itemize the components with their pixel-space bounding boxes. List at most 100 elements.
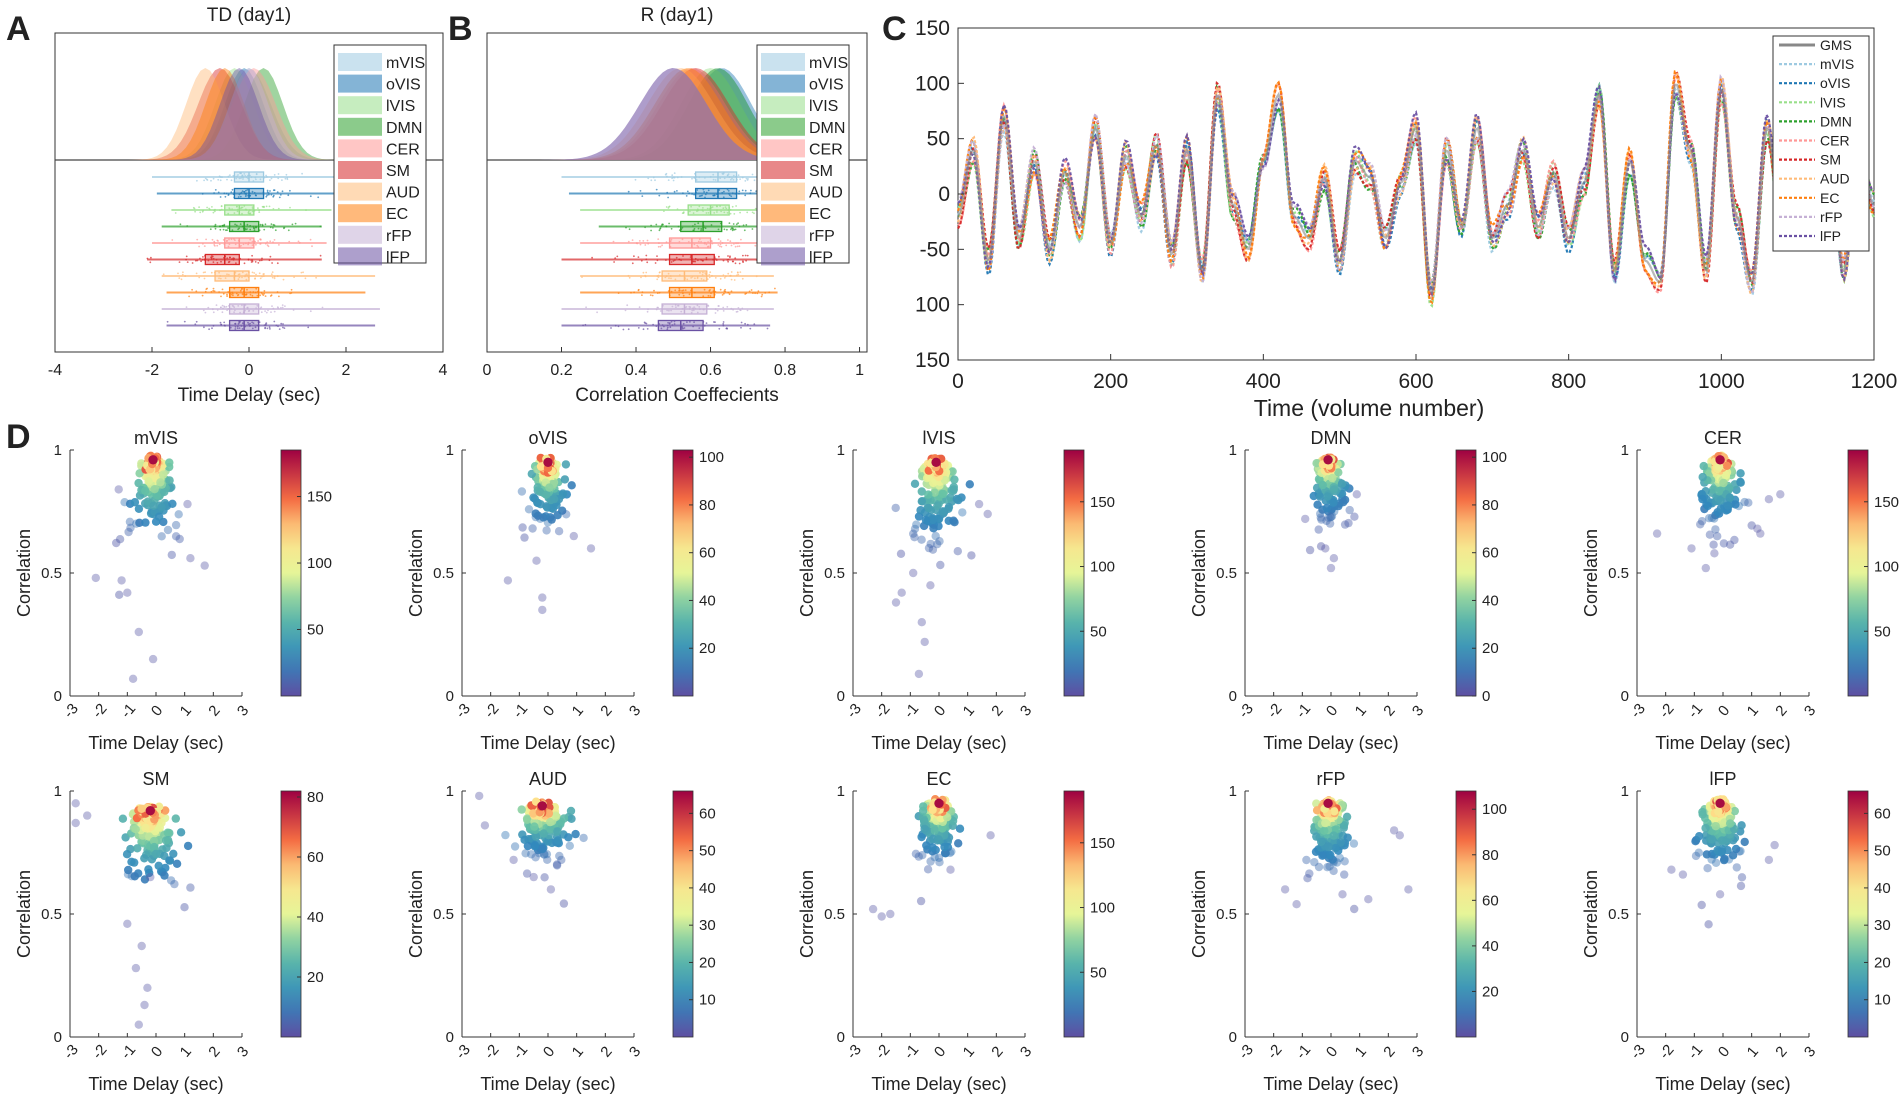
rain-point: [246, 188, 249, 191]
rain-point: [216, 261, 219, 264]
rain-point: [626, 304, 629, 307]
rain-point: [690, 311, 693, 314]
x-tick-label: 0: [540, 1043, 558, 1060]
rain-point: [255, 273, 257, 276]
rain-point: [716, 211, 718, 213]
hex-bin: [1736, 478, 1745, 487]
colorbar-tick-label: 100: [1482, 449, 1507, 466]
rain-point: [220, 205, 223, 207]
legend-label-lVIS: lVIS: [809, 98, 838, 115]
rain-point: [263, 228, 266, 231]
hex-bin: [540, 873, 549, 882]
hex-bin-outlier: [131, 963, 141, 973]
rain-point: [237, 322, 240, 325]
hex-bin: [543, 855, 552, 864]
x-tick-label: 2: [1772, 702, 1790, 719]
rain-point: [740, 238, 742, 241]
rain-point: [234, 322, 237, 325]
hex-bin: [539, 829, 548, 838]
rain-point: [718, 255, 720, 258]
legend: mVIS oVIS lVIS DMN CER SM AUD EC rFP lFP: [756, 44, 850, 266]
plot-title: lFP: [1710, 769, 1737, 789]
hex-bin: [1318, 851, 1327, 860]
hex-bin-outlier: [1687, 544, 1696, 553]
hex-bin: [501, 830, 510, 840]
rain-point: [722, 196, 725, 199]
legend-swatch-oVIS: [338, 74, 382, 93]
rain-point: [270, 273, 273, 276]
y-tick-label: 0: [1229, 1029, 1237, 1046]
hex-bin: [921, 515, 931, 525]
rain-point: [751, 173, 754, 176]
x-tick-label: 1: [177, 702, 195, 719]
rain-point: [199, 211, 202, 214]
rain-point: [212, 177, 215, 180]
hex-bin: [166, 876, 176, 885]
hex-bin: [923, 865, 933, 874]
hex-bin-peak: [543, 457, 553, 467]
colorbar-tick-label: 50: [1090, 964, 1107, 981]
hex-bin-outlier: [140, 1000, 149, 1010]
rain-point: [744, 194, 747, 197]
series-CER: [957, 75, 1875, 301]
rain-point: [272, 189, 275, 192]
hex-bin: [552, 860, 562, 869]
hex-bin: [567, 814, 576, 823]
rain-point: [214, 245, 216, 247]
plot-title: rFP: [1317, 769, 1346, 789]
series-SM: [957, 71, 1876, 297]
hex-bin: [135, 518, 144, 527]
rain-point: [681, 212, 684, 215]
rain-point: [689, 256, 692, 258]
rain-point: [674, 278, 677, 281]
rain-lVIS: [580, 204, 778, 216]
hex-bin: [175, 534, 184, 544]
hex-bin: [920, 824, 929, 834]
rain-point: [654, 262, 657, 264]
y-tick-label: 0: [938, 183, 950, 206]
hex-bin: [1327, 512, 1337, 521]
x-tick-label: 2: [1380, 1043, 1398, 1060]
rain-point: [738, 190, 741, 193]
hex-bin: [1314, 525, 1323, 534]
rain-point: [307, 326, 310, 329]
rain-point: [178, 261, 181, 263]
panel-C: 0 200 400 600 800 1000 1200 150 100 50 0 -50 100 150 T…: [915, 17, 1897, 421]
rain-point: [209, 228, 212, 231]
rain-point: [717, 228, 720, 231]
rain-point: [277, 173, 280, 175]
rain-point: [732, 260, 735, 263]
rain-point: [194, 210, 197, 213]
hex-bin: [159, 470, 168, 479]
rain-point: [262, 273, 265, 275]
rain-point: [668, 322, 671, 325]
rain-point: [264, 326, 267, 329]
hex-bin: [1328, 473, 1337, 483]
x-axis-label: Time (volume number): [1254, 395, 1484, 421]
hex-bin: [944, 502, 954, 512]
rain-point: [270, 311, 272, 313]
rain-point: [703, 191, 705, 193]
hex-bin: [930, 488, 939, 497]
rain-point: [221, 311, 224, 314]
hex-bin: [1324, 842, 1333, 851]
rain-point: [263, 205, 265, 208]
rain-point: [739, 178, 741, 181]
rain-point: [211, 206, 213, 208]
rain-point: [229, 174, 231, 177]
hex-bin: [579, 833, 588, 843]
rain-point: [281, 306, 284, 309]
x-tick-label: 3: [1017, 702, 1035, 719]
hex-bin: [1726, 819, 1735, 828]
plot-title: oVIS: [528, 428, 567, 448]
hex-bin: [1323, 492, 1332, 501]
rain-point: [259, 239, 262, 241]
rain-mVIS: [152, 171, 356, 183]
rain-point: [654, 179, 656, 182]
rain-point: [280, 322, 283, 325]
x-tick-label: 0: [1323, 1043, 1341, 1060]
rain-point: [218, 271, 221, 274]
rain-point: [642, 240, 645, 242]
x-tick-label: 3: [626, 702, 644, 719]
hex-bin: [165, 458, 174, 467]
